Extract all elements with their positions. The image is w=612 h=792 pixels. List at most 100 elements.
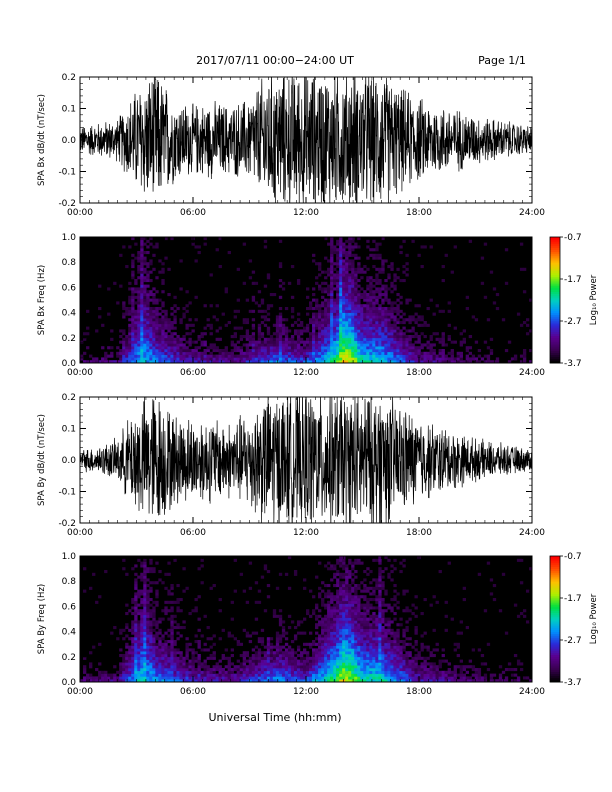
spectrogram-cell	[275, 614, 280, 618]
spectrogram-cell	[293, 665, 298, 669]
spectrogram-cell	[396, 357, 400, 361]
spectrogram-cell	[387, 332, 391, 336]
spectrogram-cell	[360, 631, 364, 635]
spectrogram-cell	[315, 603, 319, 607]
spectrogram-cell	[149, 298, 153, 302]
spectrogram-cell	[143, 617, 147, 621]
spectrogram-cell	[339, 679, 343, 683]
colorbar-swatch	[550, 325, 560, 328]
spectrogram-cell	[281, 645, 286, 649]
spectrogram-cell	[468, 335, 473, 339]
spectrogram-cell	[140, 354, 144, 358]
spectrogram-cell	[143, 656, 147, 660]
spectrogram-cell	[363, 354, 367, 358]
spectrogram-cell	[378, 637, 382, 641]
spectrogram-cell	[287, 337, 292, 341]
spectrogram-cell	[411, 318, 415, 322]
spectrogram-cell	[402, 318, 406, 322]
spectrogram-cell	[170, 620, 174, 624]
spectrogram-cell	[351, 332, 355, 336]
spectrogram-cell	[417, 351, 421, 355]
spectrogram-cell	[290, 679, 295, 683]
spectrogram-cell	[188, 659, 192, 663]
spectrogram-cell	[149, 290, 153, 294]
spectrogram-cell	[387, 349, 391, 353]
spectrogram-cell	[381, 332, 385, 336]
spectrogram-cell	[170, 592, 174, 596]
spectrogram-cell	[357, 609, 361, 613]
spectrogram-cell	[188, 642, 192, 646]
spectrogram-cell	[122, 346, 126, 350]
spectrogram-cell	[125, 676, 129, 680]
spectrogram-cell	[420, 354, 424, 358]
spectrogram-cell	[254, 665, 259, 669]
spectrogram-cell	[351, 648, 355, 652]
spectrogram-cell	[384, 620, 388, 624]
spectrogram-cell	[387, 276, 391, 280]
spectrogram-cell	[390, 262, 394, 266]
spectrogram-cell	[339, 654, 343, 658]
spectrogram-cell	[387, 343, 391, 347]
spectrogram-cell	[330, 679, 334, 683]
spectrogram-cell	[152, 648, 156, 652]
spectrogram-cell	[254, 600, 259, 604]
spectrogram-cell	[149, 349, 153, 353]
spectrogram-cell	[357, 617, 361, 621]
spectrogram-cell	[284, 654, 289, 658]
spectrogram-cell	[200, 357, 204, 361]
spectrogram-cell	[378, 623, 382, 627]
spectrogram-cell	[369, 318, 373, 322]
spectrogram-cell	[522, 351, 527, 355]
spectrogram-cell	[342, 665, 346, 669]
spectrogram-cell	[351, 564, 355, 568]
spectrogram-cell	[140, 600, 144, 604]
spectrogram-cell	[363, 357, 367, 361]
spectrogram-cell	[263, 645, 268, 649]
spectrogram-cell	[122, 312, 126, 316]
spectrogram-cell	[131, 276, 135, 280]
spectrogram-cell	[366, 609, 370, 613]
spectrogram-cell	[417, 340, 421, 344]
colorbar-swatch	[550, 297, 560, 301]
spectrogram-cell	[146, 614, 150, 618]
spectrogram-cell	[134, 312, 138, 316]
spectrogram-cell	[296, 279, 301, 283]
spectrogram-cell	[333, 654, 337, 658]
spectrogram-cell	[161, 351, 165, 355]
spectrogram-cell	[450, 349, 454, 353]
spectrogram-cell	[149, 645, 153, 649]
spectrogram-cell	[489, 351, 494, 355]
spectrogram-cell	[348, 600, 352, 604]
spectrogram-cell	[351, 572, 355, 576]
spectrogram-cell	[339, 287, 343, 291]
spectrogram-cell	[378, 318, 382, 322]
spectrogram-cell	[363, 329, 367, 333]
spectrogram-cell	[299, 651, 304, 655]
spectrogram-cell	[272, 343, 277, 347]
spectrogram-cell	[257, 329, 262, 333]
spectrogram-cell	[339, 662, 343, 666]
spectrogram-cell	[146, 665, 150, 669]
x-tick-label: 18:00	[406, 368, 432, 378]
spectrogram-cell	[351, 270, 355, 274]
spectrogram-cell	[393, 351, 397, 355]
spectrogram-cell	[146, 595, 150, 599]
spectrogram-cell	[354, 558, 358, 562]
spectrogram-cell	[149, 654, 153, 658]
spectrogram-cell	[167, 656, 171, 660]
spectrogram-cell	[342, 253, 346, 257]
spectrogram-cell	[182, 343, 186, 347]
spectrogram-cell	[324, 606, 328, 610]
spectrogram-cell	[402, 332, 406, 336]
spectrogram-cell	[134, 309, 138, 313]
spectrogram-cell	[369, 603, 373, 607]
spectrogram-cell	[363, 659, 367, 663]
spectrogram-cell	[375, 281, 379, 285]
spectrogram-cell	[278, 332, 283, 336]
spectrogram-cell	[357, 603, 361, 607]
spectrogram-cell	[426, 307, 430, 311]
spectrogram-cell	[206, 673, 210, 677]
spectrogram-cell	[158, 259, 162, 263]
spectrogram-cell	[378, 321, 382, 325]
